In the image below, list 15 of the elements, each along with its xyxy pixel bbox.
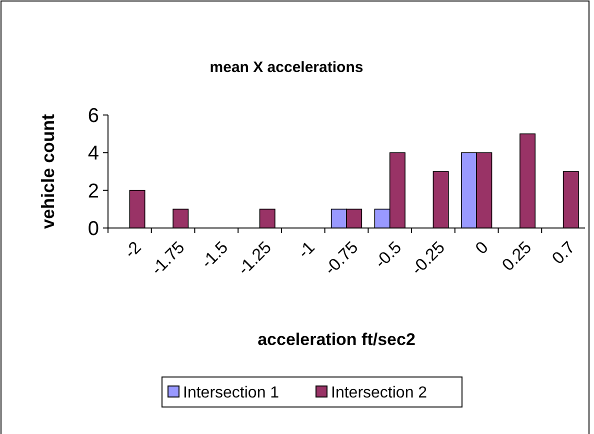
y-tick-label: 6: [88, 105, 99, 127]
y-tick-label: 2: [88, 180, 99, 202]
x-tick-label: -0.5: [370, 238, 406, 272]
legend-label: Intersection 2: [331, 384, 428, 402]
y-tick-label: 0: [88, 218, 99, 240]
x-axis-title: acceleration ft/sec2: [258, 330, 416, 349]
x-tick-label: -2: [120, 238, 145, 262]
y-tick-label: 4: [88, 142, 99, 165]
x-tick-label: 0.7: [548, 238, 579, 268]
x-tick-label: -1: [294, 238, 318, 262]
y-axis-title: vehicle count: [38, 114, 58, 230]
x-tick-label: 0: [472, 238, 492, 258]
chart-title: mean X accelerations: [210, 59, 364, 76]
x-tick-label: -1.5: [198, 238, 232, 272]
legend-label: Intersection 1: [183, 384, 280, 402]
